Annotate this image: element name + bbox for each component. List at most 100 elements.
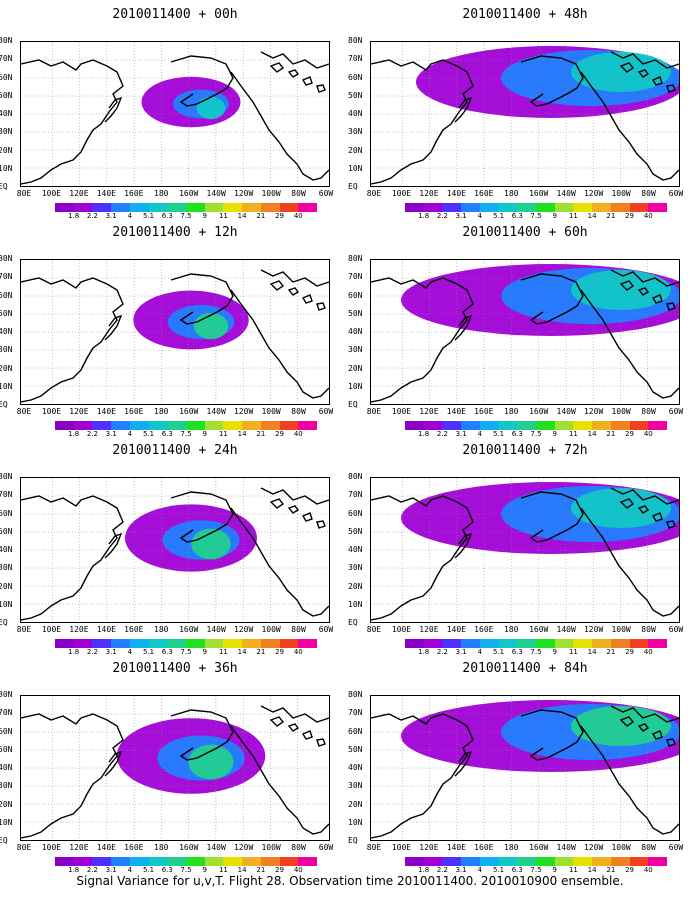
lat-label: 60N	[348, 290, 363, 300]
lon-label: 160W	[179, 843, 199, 852]
lon-label: 100E	[41, 843, 62, 852]
lon-label: 140E	[446, 625, 466, 634]
map-panel-p48: 2010011400 + 48h 80N 70N 60N 50N 40N 30N 20N 10N…	[348, 0, 700, 220]
lat-label: 80N	[348, 36, 363, 45]
map-canvas	[371, 260, 679, 404]
coastline	[371, 277, 474, 403]
lon-label: 80E	[16, 843, 32, 852]
colorbar-swatch	[592, 639, 611, 648]
colorbar-label: 21	[256, 212, 266, 220]
coastline	[619, 280, 635, 291]
colorbar-label: 21	[606, 430, 616, 438]
coastline	[520, 709, 584, 761]
colorbar-swatch	[298, 421, 318, 430]
colorbar-label: 14	[587, 866, 597, 874]
lon-label: 140E	[446, 407, 466, 416]
colorbar-swatch	[92, 639, 112, 648]
colorbar	[55, 857, 318, 866]
map-panel-p36: 2010011400 + 36h 80N 70N 60N 50N 40N 30N 20N 10N…	[0, 654, 350, 874]
coastline	[454, 750, 473, 777]
coastline	[21, 59, 124, 185]
lon-label: 160W	[529, 407, 549, 416]
lon-label: 140W	[206, 189, 226, 198]
colorbar-swatch	[111, 857, 130, 866]
colorbar-label: 29	[275, 866, 285, 874]
colorbar-swatch	[260, 639, 280, 648]
colorbar-label: 1.8	[68, 866, 80, 874]
lon-label: 160E	[124, 189, 144, 198]
lat-label: 20N	[348, 799, 363, 809]
colorbar-swatch	[498, 857, 518, 866]
variance-contour	[571, 270, 671, 310]
colorbar-label: 2.2	[86, 430, 98, 438]
lon-label: 140E	[96, 189, 116, 198]
colorbar-swatch	[73, 421, 93, 430]
lon-label: 100E	[391, 189, 412, 198]
colorbar-label: 9	[552, 866, 557, 874]
coastline	[287, 723, 300, 732]
colorbar-labels: 1.8 2.2 3.1 4 5.1 6.3 7.5 9 11 14 21 29 40	[405, 430, 667, 438]
colorbar-label: 7.5	[180, 212, 192, 220]
lat-label: 20N	[0, 799, 13, 809]
colorbar-label: 2.2	[436, 648, 448, 656]
lat-label: 20N	[0, 363, 13, 373]
lon-label: 60W	[318, 843, 334, 852]
colorbar-swatch	[629, 421, 649, 430]
lat-label: 30N	[0, 127, 13, 137]
map-frame	[20, 477, 330, 623]
lon-label: 120E	[69, 625, 89, 634]
lon-label: 120W	[233, 843, 254, 852]
colorbar-swatch	[186, 639, 205, 648]
coastline	[610, 269, 679, 287]
colorbar-label: 4	[127, 430, 133, 438]
lat-label: 10N	[348, 599, 363, 609]
colorbar-label: 5.1	[142, 866, 155, 874]
lon-label: 120E	[69, 843, 89, 852]
colorbar-swatch	[204, 857, 224, 866]
colorbar	[405, 639, 668, 648]
coastline	[651, 730, 663, 740]
lat-label: 30N	[348, 781, 363, 791]
lat-label: 20N	[348, 581, 363, 591]
colorbar-label: 14	[237, 430, 247, 438]
coastline	[230, 507, 329, 617]
colorbar-swatch	[242, 203, 261, 212]
colorbar-swatch	[73, 857, 93, 866]
coastline	[520, 55, 584, 107]
colorbar-label: 40	[643, 648, 653, 656]
colorbar-swatch	[279, 857, 299, 866]
lat-label: 50N	[0, 744, 13, 754]
lon-label: 160E	[124, 843, 144, 852]
colorbar-swatch	[148, 857, 168, 866]
colorbar-swatch	[186, 857, 205, 866]
coastline	[454, 314, 473, 341]
lon-label: 160E	[474, 625, 494, 634]
lat-label: EQ	[0, 618, 8, 627]
colorbar-swatch	[73, 203, 93, 212]
variance-contour	[193, 312, 229, 340]
coastline	[170, 55, 234, 107]
variance-contour	[196, 96, 226, 120]
lat-label: 70N	[0, 490, 13, 500]
map-panel-p24: 2010011400 + 24h 80N 70N 60N 50N 40N 30N 20N 10N…	[0, 436, 350, 656]
coastline	[269, 716, 285, 727]
colorbar-swatch	[498, 421, 518, 430]
lat-label: 60N	[0, 290, 13, 300]
colorbar-label: 6.3	[511, 430, 523, 438]
colorbar-label: 4	[127, 212, 133, 220]
colorbar-label: 21	[256, 866, 266, 874]
coastline	[230, 725, 329, 835]
lat-label: 50N	[0, 308, 13, 318]
coastline	[371, 495, 474, 621]
lon-label: 80W	[291, 843, 306, 852]
coastline	[651, 76, 663, 86]
colorbar-swatch	[573, 639, 593, 648]
coastline	[651, 294, 663, 304]
lon-label: 140W	[206, 625, 226, 634]
colorbar-label: 5.1	[492, 430, 505, 438]
colorbar-swatch	[260, 857, 280, 866]
colorbar-label: 2.2	[86, 866, 98, 874]
colorbar-swatch	[442, 203, 462, 212]
colorbar-label: 14	[587, 648, 597, 656]
lat-label: 50N	[0, 526, 13, 536]
